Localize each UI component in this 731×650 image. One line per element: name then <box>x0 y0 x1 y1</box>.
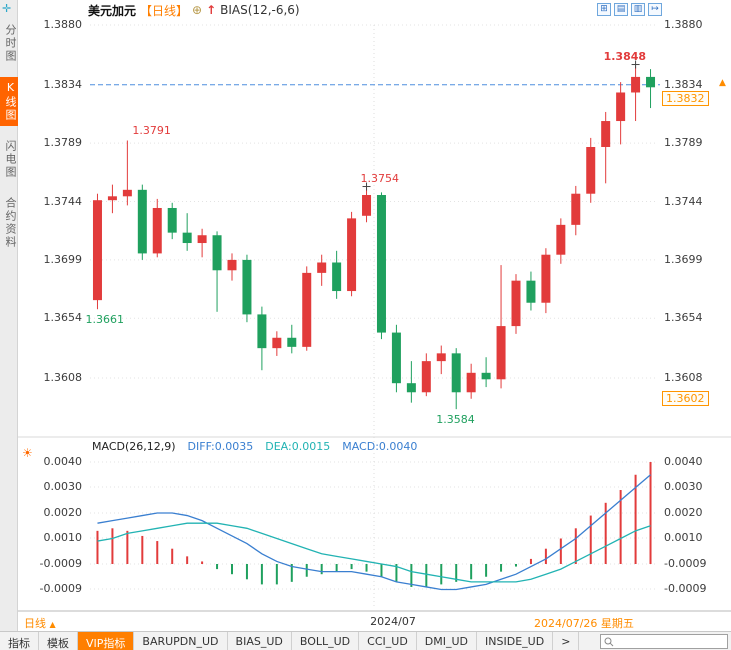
period-selector[interactable]: 日线 ▲ <box>24 615 56 631</box>
price-extreme-label: 1.3661 <box>85 313 124 327</box>
indicator-tab[interactable]: CCI_UD <box>359 632 417 650</box>
macd-dea-value: DEA:0.0015 <box>265 440 331 453</box>
macd-axis-label-right: -0.0009 <box>664 557 707 570</box>
indicator-tab[interactable]: BARUPDN_UD <box>134 632 228 650</box>
layout-grid-icon[interactable]: ⊞ <box>597 3 611 16</box>
period-label[interactable]: 【日线】 <box>140 3 189 18</box>
price-axis-label-left: 1.3608 <box>43 371 83 384</box>
bias-indicator-label[interactable]: BIAS(12,-6,6) <box>220 3 300 17</box>
macd-diff-value: DIFF:0.0035 <box>187 440 254 453</box>
price-axis-label-left: 1.3744 <box>43 194 83 208</box>
indicator-tab[interactable]: DMI_UD <box>417 632 478 650</box>
macd-header: MACD(26,12,9) DIFF:0.0035 DEA:0.0015 MAC… <box>92 440 417 453</box>
macd-title[interactable]: MACD(26,12,9) <box>92 440 176 453</box>
chart-header: 美元加元 【日线】 ⊕ ↑ BIAS(12,-6,6) <box>88 2 300 18</box>
macd-axis-label-left: -0.0009 <box>39 557 82 570</box>
indicator-tab[interactable]: BIAS_UD <box>228 632 292 650</box>
macd-axis-label-right: 0.0020 <box>664 506 703 519</box>
price-axis-label-right: 1.3699 <box>664 252 703 266</box>
macd-axis-label-left: 0.0010 <box>43 531 83 544</box>
left-sidebar: ✛ 分时图 K线图闪电图合约资料 <box>0 0 18 650</box>
layout-kline-icon[interactable]: ▤ <box>614 3 628 16</box>
layout-split-icon[interactable]: ▥ <box>631 3 645 16</box>
time-axis-date-label: 2024/07/26 星期五 <box>534 617 634 630</box>
indicator-tab[interactable]: VIP指标 <box>78 632 135 650</box>
macd-axis-label-left: 0.0040 <box>43 455 83 468</box>
sidebar-tab-list: 分时图 K线图闪电图合约资料 <box>0 20 18 253</box>
window-layout-icons: ⊞ ▤ ▥ ↦ <box>597 3 662 16</box>
period-selector-label: 日线 <box>24 617 46 630</box>
price-extreme-label: 1.3848 <box>603 49 647 63</box>
price-axis-label-left: 1.3789 <box>43 136 83 150</box>
price-extreme-label: 1.3584 <box>436 413 475 427</box>
macd-hist-value: MACD:0.0040 <box>342 440 418 453</box>
sidebar-tab-item[interactable]: 闪电图 <box>4 140 17 179</box>
price-extreme-label: 1.3791 <box>132 123 171 137</box>
indicator-tab[interactable]: BOLL_UD <box>292 632 360 650</box>
price-axis-label-left: 1.3699 <box>43 252 83 266</box>
indicator-tab[interactable]: INSIDE_UD <box>477 632 554 650</box>
current-price-tag: 1.3832 <box>662 91 709 107</box>
sidebar-tab-active[interactable]: K线图 <box>0 77 18 126</box>
indicator-tab[interactable]: 指标 <box>0 632 39 650</box>
macd-axis-label-left: 0.0020 <box>43 506 83 519</box>
indicator-search-box[interactable] <box>600 634 728 649</box>
layout-expand-icon[interactable]: ↦ <box>648 3 662 16</box>
indicator-tab-list: 指标 模板 VIP指标 BARUPDN_UD BIAS_UD BOLL_UD CCI_UD D… <box>0 632 580 650</box>
price-axis-label-left: 1.3834 <box>43 77 83 91</box>
search-icon <box>604 637 614 646</box>
indicator-tab[interactable]: > <box>553 632 580 650</box>
price-extreme-label: 1.3754 <box>360 171 400 185</box>
macd-axis-label-left: -0.0009 <box>39 582 82 595</box>
chevron-up-icon: ▲ <box>49 620 56 629</box>
indicator-toolbar: 指标 模板 VIP指标 BARUPDN_UD BIAS_UD BOLL_UD CCI_UD D… <box>0 631 731 650</box>
price-axis-label-right: 1.3654 <box>664 311 703 325</box>
trend-up-icon: ↑ <box>206 3 217 17</box>
symbol-name: 美元加元 <box>88 3 137 18</box>
crosshair-icon[interactable]: ✛ <box>2 2 12 15</box>
price-axis-label-right: 1.3880 <box>664 18 703 31</box>
macd-axis-label-right: 0.0040 <box>664 455 703 468</box>
price-line-marker-icon: ▲ <box>719 77 726 88</box>
time-axis-month-label: 2024/07 <box>370 615 416 628</box>
settlement-price-tag: 1.3602 <box>662 390 709 406</box>
price-axis-label-left: 1.3880 <box>43 18 83 31</box>
indicator-search-input[interactable] <box>614 635 724 648</box>
macd-axis-label-right: 0.0030 <box>664 480 703 493</box>
price-axis-label-right: 1.3608 <box>664 371 703 384</box>
sidebar-tab-item[interactable]: 分时图 <box>4 24 17 63</box>
indicator-tab[interactable]: 模板 <box>39 632 78 650</box>
indicator-settings-icon[interactable]: ☀ <box>22 446 33 460</box>
price-axis-label-right: 1.3789 <box>664 136 703 150</box>
price-axis-label-right: 1.3744 <box>664 194 703 208</box>
time-axis: 2024/07 2024/07/26 星期五 <box>18 612 731 631</box>
macd-axis-label-right: 0.0010 <box>664 531 703 544</box>
sidebar-tab-item[interactable]: 合约资料 <box>4 197 17 249</box>
macd-axis-label-right: -0.0009 <box>664 582 707 595</box>
macd-axis-label-left: 0.0030 <box>43 480 83 493</box>
price-axis-label-right: 1.3834 <box>664 77 703 91</box>
add-indicator-icon[interactable]: ⊕ <box>192 3 203 17</box>
price-axis-label-left: 1.3654 <box>43 311 83 325</box>
